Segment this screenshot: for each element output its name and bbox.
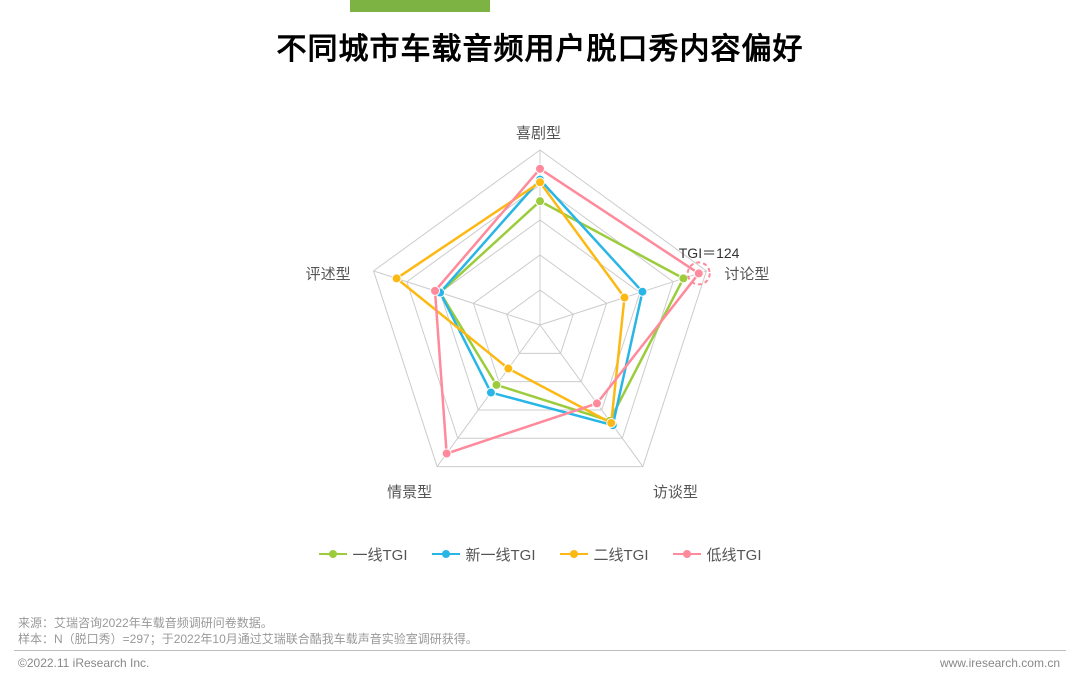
legend-item: 二线TGI [560,544,649,565]
legend-swatch [432,553,460,555]
legend-label: 新一线TGI [466,544,536,565]
axis-label: 评述型 [306,263,351,284]
axis-label: 喜剧型 [516,122,561,143]
legend-item: 低线TGI [673,544,762,565]
source-text-2: 样本：N（脱口秀）=297；于2022年10月通过艾瑞联合酷我车载声音实验室调研… [18,630,478,648]
legend: 一线TGI 新一线TGI 二线TGI 低线TGI [0,542,1080,565]
axis-label: 讨论型 [724,263,769,284]
website-text: www.iresearch.com.cn [940,656,1060,670]
copyright-text: ©2022.11 iResearch Inc. [18,656,149,670]
axis-label: 情景型 [387,481,432,502]
legend-swatch [560,553,588,555]
accent-bar [350,0,490,12]
legend-item: 新一线TGI [432,544,536,565]
legend-swatch [319,553,347,555]
callout-label: TGI＝124 [679,243,740,263]
footer-divider [14,650,1066,651]
axis-label: 访谈型 [653,481,698,502]
legend-item: 一线TGI [319,544,408,565]
legend-swatch [673,553,701,555]
chart-title: 不同城市车载音频用户脱口秀内容偏好 [0,24,1080,68]
legend-label: 一线TGI [353,544,408,565]
legend-label: 二线TGI [594,544,649,565]
legend-label: 低线TGI [707,544,762,565]
radar-chart: 喜剧型讨论型访谈型 情景型 评述型 TGI＝124 [250,90,830,530]
radar-svg [250,90,830,530]
